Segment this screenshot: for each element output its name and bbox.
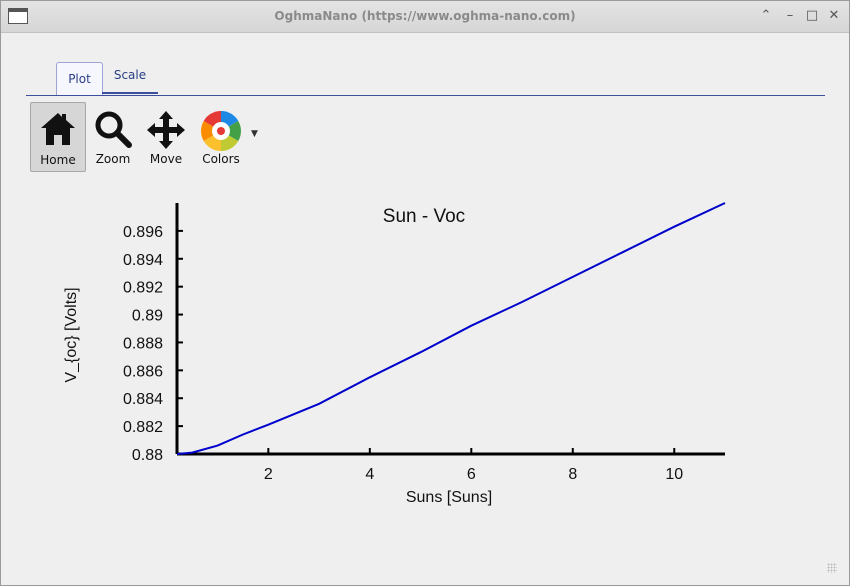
move-arrows-icon (147, 111, 185, 149)
zoom-button[interactable]: Zoom (88, 102, 138, 170)
y-tick-label: 0.884 (123, 391, 163, 408)
chart-title: Sun - Voc (383, 206, 465, 227)
window-title: OghmaNano (https://www.oghma-nano.com) (274, 9, 576, 23)
x-axis-label: Suns [Suns] (406, 489, 492, 506)
x-tick-label: 4 (365, 466, 374, 483)
colors-button[interactable]: Colors (194, 102, 248, 170)
y-tick-label: 0.894 (123, 252, 163, 269)
x-tick-label: 8 (568, 466, 577, 483)
colors-dropdown-arrow-icon[interactable]: ▼ (251, 129, 258, 139)
chart-axes (175, 203, 725, 456)
x-tick-label: 2 (264, 466, 273, 483)
series-line (176, 202, 726, 455)
resize-grip[interactable] (827, 563, 837, 573)
move-button[interactable]: Move (141, 102, 191, 170)
tab-plot[interactable]: Plot (56, 62, 103, 95)
home-label: Home (40, 153, 76, 167)
zoom-label: Zoom (95, 152, 131, 166)
chart-series (176, 202, 726, 455)
home-icon (41, 113, 75, 145)
restore-icon[interactable]: □ (805, 8, 819, 23)
sun-voc-chart: Sun - Voc Suns [Suns] V_{oc} [Volts] 2 4 6… (63, 202, 726, 506)
tab-scale[interactable]: Scale (102, 62, 158, 94)
y-tick-label: 0.886 (123, 363, 163, 380)
move-label: Move (149, 152, 183, 166)
close-icon[interactable]: ✕ (828, 8, 840, 23)
x-tick-label: 10 (665, 466, 683, 483)
title-bar: OghmaNano (https://www.oghma-nano.com) ⌃… (1, 1, 849, 33)
tab-divider (26, 95, 825, 96)
y-tick-label: 0.89 (132, 308, 163, 325)
y-tick-label: 0.896 (123, 224, 163, 241)
y-tick-label: 0.88 (132, 447, 163, 464)
y-tick-label: 0.888 (123, 335, 163, 352)
zoom-icon (95, 111, 132, 148)
y-ticks: 0.88 0.882 0.884 0.886 0.888 0.89 0.892 0.894 0.… (123, 224, 183, 464)
y-tick-label: 0.882 (123, 419, 163, 436)
window-icon (8, 8, 28, 24)
home-button[interactable]: Home (30, 102, 86, 172)
color-wheel-icon (201, 111, 241, 151)
x-tick-label: 6 (467, 466, 476, 483)
maximize-up-icon[interactable]: ⌃ (760, 8, 772, 23)
minimize-icon[interactable]: – (786, 8, 794, 23)
x-ticks: 2 4 6 8 10 (264, 448, 683, 483)
y-axis-label: V_{oc} [Volts] (63, 287, 80, 382)
colors-label: Colors (202, 152, 240, 166)
y-tick-label: 0.892 (123, 280, 163, 297)
